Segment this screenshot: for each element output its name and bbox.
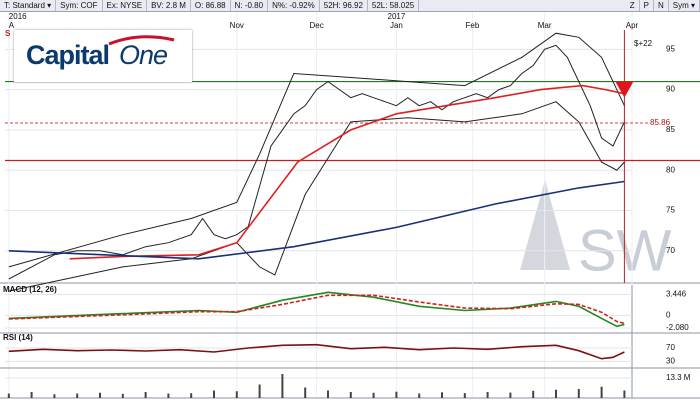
y-tick-label: 0 <box>666 310 671 319</box>
x-tick-label: Mar <box>538 21 552 30</box>
y-tick-label: 70 <box>666 343 675 352</box>
volume-bar <box>509 392 512 398</box>
series-line <box>69 84 625 260</box>
x-tick-label: Jan <box>390 21 403 30</box>
volume-bar <box>555 389 557 398</box>
volume-bar <box>349 392 352 398</box>
logo-text: Capital <box>26 40 110 70</box>
toolbar-item[interactable]: N%: -0.92% <box>268 0 320 11</box>
toolbar-item[interactable]: N: -0.80 <box>231 0 269 11</box>
volume-bar <box>167 393 170 398</box>
volume-bar <box>532 390 535 398</box>
logo: Capital One <box>14 30 192 82</box>
toolbar-item[interactable]: 52H: 96.92 <box>320 0 368 11</box>
annotation: $+22 <box>634 39 653 48</box>
volume-bar <box>463 393 466 398</box>
y-tick-label: 75 <box>666 206 675 215</box>
toolbar-item[interactable]: Ex: NYSE <box>103 0 148 11</box>
y-tick-label: 85 <box>666 125 675 134</box>
volume-bar <box>577 389 580 398</box>
toolbar-item[interactable]: 52L: 58.025 <box>368 0 420 11</box>
panel-title: RSI (14) <box>3 333 33 342</box>
volume-bar <box>441 392 443 398</box>
volume-bar <box>235 391 238 398</box>
volume-bar <box>76 393 79 398</box>
toolbar-right: Z P N Sym ▾ <box>626 0 700 11</box>
volume-bar <box>486 392 489 398</box>
volume-bar <box>281 374 284 398</box>
volume-bar <box>372 392 375 398</box>
volume-bar <box>121 393 124 398</box>
volume-bar <box>258 384 261 398</box>
x-tick-label: Feb <box>466 21 480 30</box>
toolbar-item[interactable]: Z <box>626 0 640 11</box>
volume-bar <box>304 387 307 398</box>
logo-text: One <box>119 40 168 70</box>
series-line <box>8 32 625 268</box>
toolbar-item[interactable]: N <box>654 0 669 11</box>
volume-bar <box>53 394 56 398</box>
volume-bar <box>327 390 329 398</box>
volume-bar <box>7 393 10 398</box>
volume-bar <box>623 390 626 398</box>
logo-swoosh <box>108 35 175 46</box>
toolbar-item[interactable]: BV: 2.8 M <box>147 0 191 11</box>
x-tick-label: Dec <box>309 21 323 30</box>
corner-label: S <box>5 29 11 38</box>
volume-bar <box>144 392 147 398</box>
year-label: 2016 <box>9 12 27 21</box>
toolbar-item[interactable]: O: 86.88 <box>191 0 231 11</box>
y-tick-label: 13.3 M <box>666 373 691 382</box>
series-line <box>8 343 625 360</box>
volume-bar <box>600 386 603 398</box>
last-price-label: 85.86 <box>650 118 671 127</box>
x-tick-label: Nov <box>230 21 244 30</box>
y-tick-label: -2.080 <box>666 323 689 332</box>
series-line <box>8 291 625 328</box>
toolbar: T: Standard ▾ Sym: COF Ex: NYSE BV: 2.8 M O:… <box>0 0 700 12</box>
y-tick-label: 3.446 <box>666 290 687 299</box>
toolbar-item[interactable]: Sym: COF <box>56 0 103 11</box>
x-tick-label: Apr <box>626 21 639 30</box>
toolbar-item[interactable]: T: Standard ▾ <box>0 0 57 11</box>
signal-marker <box>615 81 634 98</box>
y-tick-label: 30 <box>666 356 675 365</box>
series-line <box>8 44 625 280</box>
y-tick-label: 90 <box>666 85 675 94</box>
series-line <box>8 180 625 260</box>
y-tick-label: 80 <box>666 165 675 174</box>
volume-bar <box>190 393 193 398</box>
volume-bar <box>30 392 33 398</box>
volume-bar <box>99 392 101 398</box>
panel-title: MACD (12, 26) <box>3 285 57 294</box>
volume-bar <box>395 391 398 398</box>
volume-bar <box>213 390 215 398</box>
y-tick-label: 70 <box>666 246 675 255</box>
toolbar-item[interactable]: Sym ▾ <box>669 0 700 11</box>
year-label: 2017 <box>388 12 406 21</box>
volume-bar <box>418 393 421 398</box>
series-line <box>8 294 625 325</box>
y-tick-label: 95 <box>666 44 675 53</box>
x-tick-label: A <box>9 21 15 30</box>
toolbar-item[interactable]: P <box>640 0 654 11</box>
